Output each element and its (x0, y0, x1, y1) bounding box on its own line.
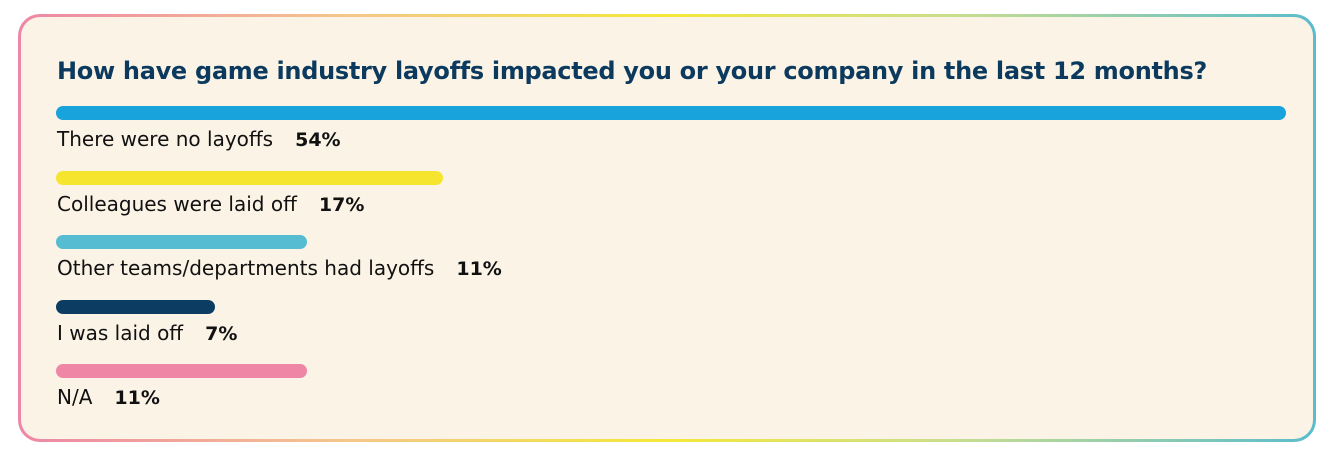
bar-row: I was laid off 7% (56, 299, 1286, 365)
category-label: There were no layoffs (57, 127, 274, 151)
category-label: N/A (57, 385, 93, 409)
value-label: 7% (205, 322, 238, 345)
chart-card: How have game industry layoffs impacted … (21, 17, 1313, 439)
bar-rows: There were no layoffs 54% Colleagues were … (56, 106, 1286, 429)
category-label: Other teams/departments had layoffs (57, 256, 435, 280)
value-label: 11% (456, 258, 502, 280)
bar (56, 299, 216, 314)
card-border: How have game industry layoffs impacted … (18, 14, 1316, 442)
bar (56, 106, 1286, 120)
bar (56, 170, 444, 185)
value-label: 17% (318, 193, 365, 216)
value-label: 54% (295, 129, 341, 151)
bar (56, 235, 307, 249)
value-label: 11% (114, 387, 160, 409)
category-label: Colleagues were laid off (57, 191, 297, 216)
bar-label-line: There were no layoffs 54% (57, 127, 341, 151)
chart-title: How have game industry layoffs impacted … (57, 57, 1208, 85)
bar-label-line: Colleagues were laid off 17% (57, 192, 364, 216)
bar-row: Colleagues were laid off 17% (56, 170, 1286, 236)
bar-label-line: Other teams/departments had layoffs 11% (57, 256, 502, 280)
bar-label-line: I was laid off 7% (57, 321, 237, 345)
category-label: I was laid off (57, 320, 184, 345)
bar-row: There were no layoffs 54% (56, 106, 1286, 171)
bar-row: N/A 11% (56, 364, 1286, 429)
bar-label-line: N/A 11% (57, 385, 160, 409)
bar (56, 364, 307, 378)
bar-row: Other teams/departments had layoffs 11% (56, 235, 1286, 300)
